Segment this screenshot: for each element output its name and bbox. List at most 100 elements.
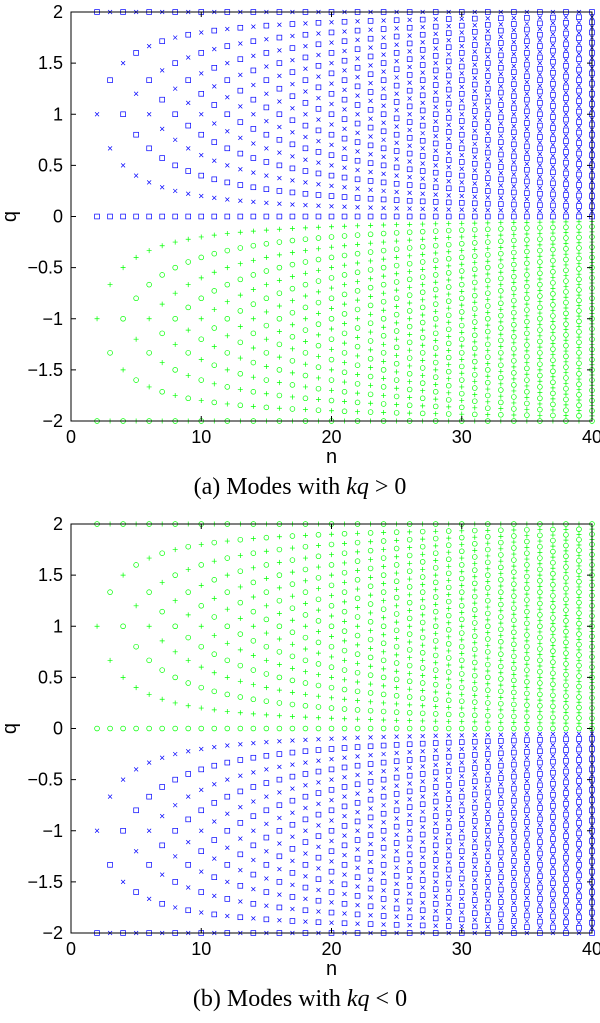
circle-marker	[459, 616, 465, 623]
x-marker	[342, 911, 347, 916]
square-marker	[185, 213, 191, 220]
square-marker	[445, 739, 452, 746]
square-marker	[524, 795, 530, 802]
x-marker	[433, 192, 438, 197]
plus-marker	[472, 613, 478, 619]
square-marker	[211, 874, 218, 880]
circle-marker	[576, 662, 582, 669]
x-marker	[550, 798, 556, 803]
square-marker	[576, 872, 582, 879]
plus-marker	[368, 294, 374, 300]
plus-marker	[550, 565, 556, 571]
circle-marker	[224, 281, 231, 288]
plus-marker	[563, 548, 569, 554]
square-marker	[419, 756, 426, 762]
x-marker	[290, 762, 295, 767]
circle-marker	[459, 534, 465, 541]
y-tick-label: −2	[42, 923, 63, 943]
plus-marker	[159, 360, 165, 366]
x-marker	[342, 774, 347, 780]
square-marker	[263, 807, 270, 814]
circle-marker	[315, 385, 322, 392]
x-marker	[185, 839, 191, 845]
circle-marker	[406, 536, 413, 543]
circle-marker	[524, 608, 530, 615]
square-marker	[550, 792, 556, 798]
square-marker	[380, 43, 387, 49]
plus-marker	[563, 262, 569, 268]
plus-marker	[563, 645, 569, 651]
circle-marker	[524, 272, 530, 278]
circle-marker	[498, 552, 504, 558]
x-marker	[511, 744, 517, 749]
plus-marker	[576, 678, 582, 684]
plus-marker	[172, 239, 178, 245]
plus-marker	[276, 252, 282, 258]
square-marker	[472, 15, 478, 22]
plus-marker	[289, 346, 295, 352]
circle-marker	[498, 374, 504, 381]
plus-marker	[433, 381, 439, 387]
x-marker	[407, 797, 412, 802]
plus-marker	[146, 316, 152, 322]
plus-marker	[276, 636, 282, 642]
plus-marker	[459, 582, 465, 588]
circle-marker	[367, 619, 374, 625]
square-marker	[211, 213, 218, 220]
x-axis-label: n	[326, 958, 337, 980]
circle-marker	[211, 725, 218, 732]
x-marker	[381, 819, 386, 825]
y-tick-label: −1.5	[27, 872, 63, 892]
plus-marker	[342, 282, 348, 288]
circle-marker	[445, 711, 452, 718]
x-marker	[563, 903, 569, 909]
plus-marker	[485, 335, 491, 341]
x-marker	[381, 785, 386, 791]
square-marker	[406, 914, 413, 921]
square-marker	[432, 184, 439, 191]
circle-marker	[276, 316, 283, 322]
x-marker	[225, 129, 230, 134]
circle-marker	[315, 575, 322, 581]
plus-marker	[550, 352, 556, 358]
x-marker	[576, 41, 582, 46]
x-marker	[576, 209, 582, 214]
plus-marker	[511, 647, 517, 653]
circle-marker	[224, 657, 231, 664]
square-marker	[302, 168, 309, 174]
x-marker	[303, 783, 308, 788]
square-marker	[485, 111, 491, 117]
square-marker	[419, 183, 426, 189]
x-marker	[355, 847, 360, 852]
x-marker	[420, 794, 425, 799]
circle-marker	[107, 589, 113, 595]
square-marker	[485, 124, 491, 130]
x-marker	[524, 196, 530, 202]
square-marker	[563, 52, 569, 58]
square-marker	[550, 825, 556, 831]
plus-marker	[368, 610, 374, 616]
plus-marker	[355, 390, 361, 396]
x-marker	[290, 786, 295, 791]
plus-marker	[485, 617, 491, 623]
x-marker	[550, 87, 556, 92]
x-marker	[225, 60, 230, 66]
plus-marker	[576, 594, 582, 600]
circle-marker	[576, 526, 582, 532]
x-marker	[472, 864, 478, 870]
circle-marker	[393, 545, 400, 552]
x-marker	[511, 852, 517, 858]
x-marker	[563, 785, 569, 790]
square-marker	[406, 757, 413, 763]
x-marker	[472, 88, 478, 94]
x-marker	[107, 794, 113, 799]
plus-marker	[576, 303, 582, 309]
square-marker	[159, 155, 165, 161]
x-marker	[238, 867, 243, 873]
plus-marker	[537, 686, 543, 692]
plus-marker	[302, 532, 308, 538]
x-marker	[446, 23, 451, 29]
plus-marker	[485, 540, 491, 546]
plus-marker	[224, 333, 230, 339]
x-marker	[146, 112, 152, 117]
